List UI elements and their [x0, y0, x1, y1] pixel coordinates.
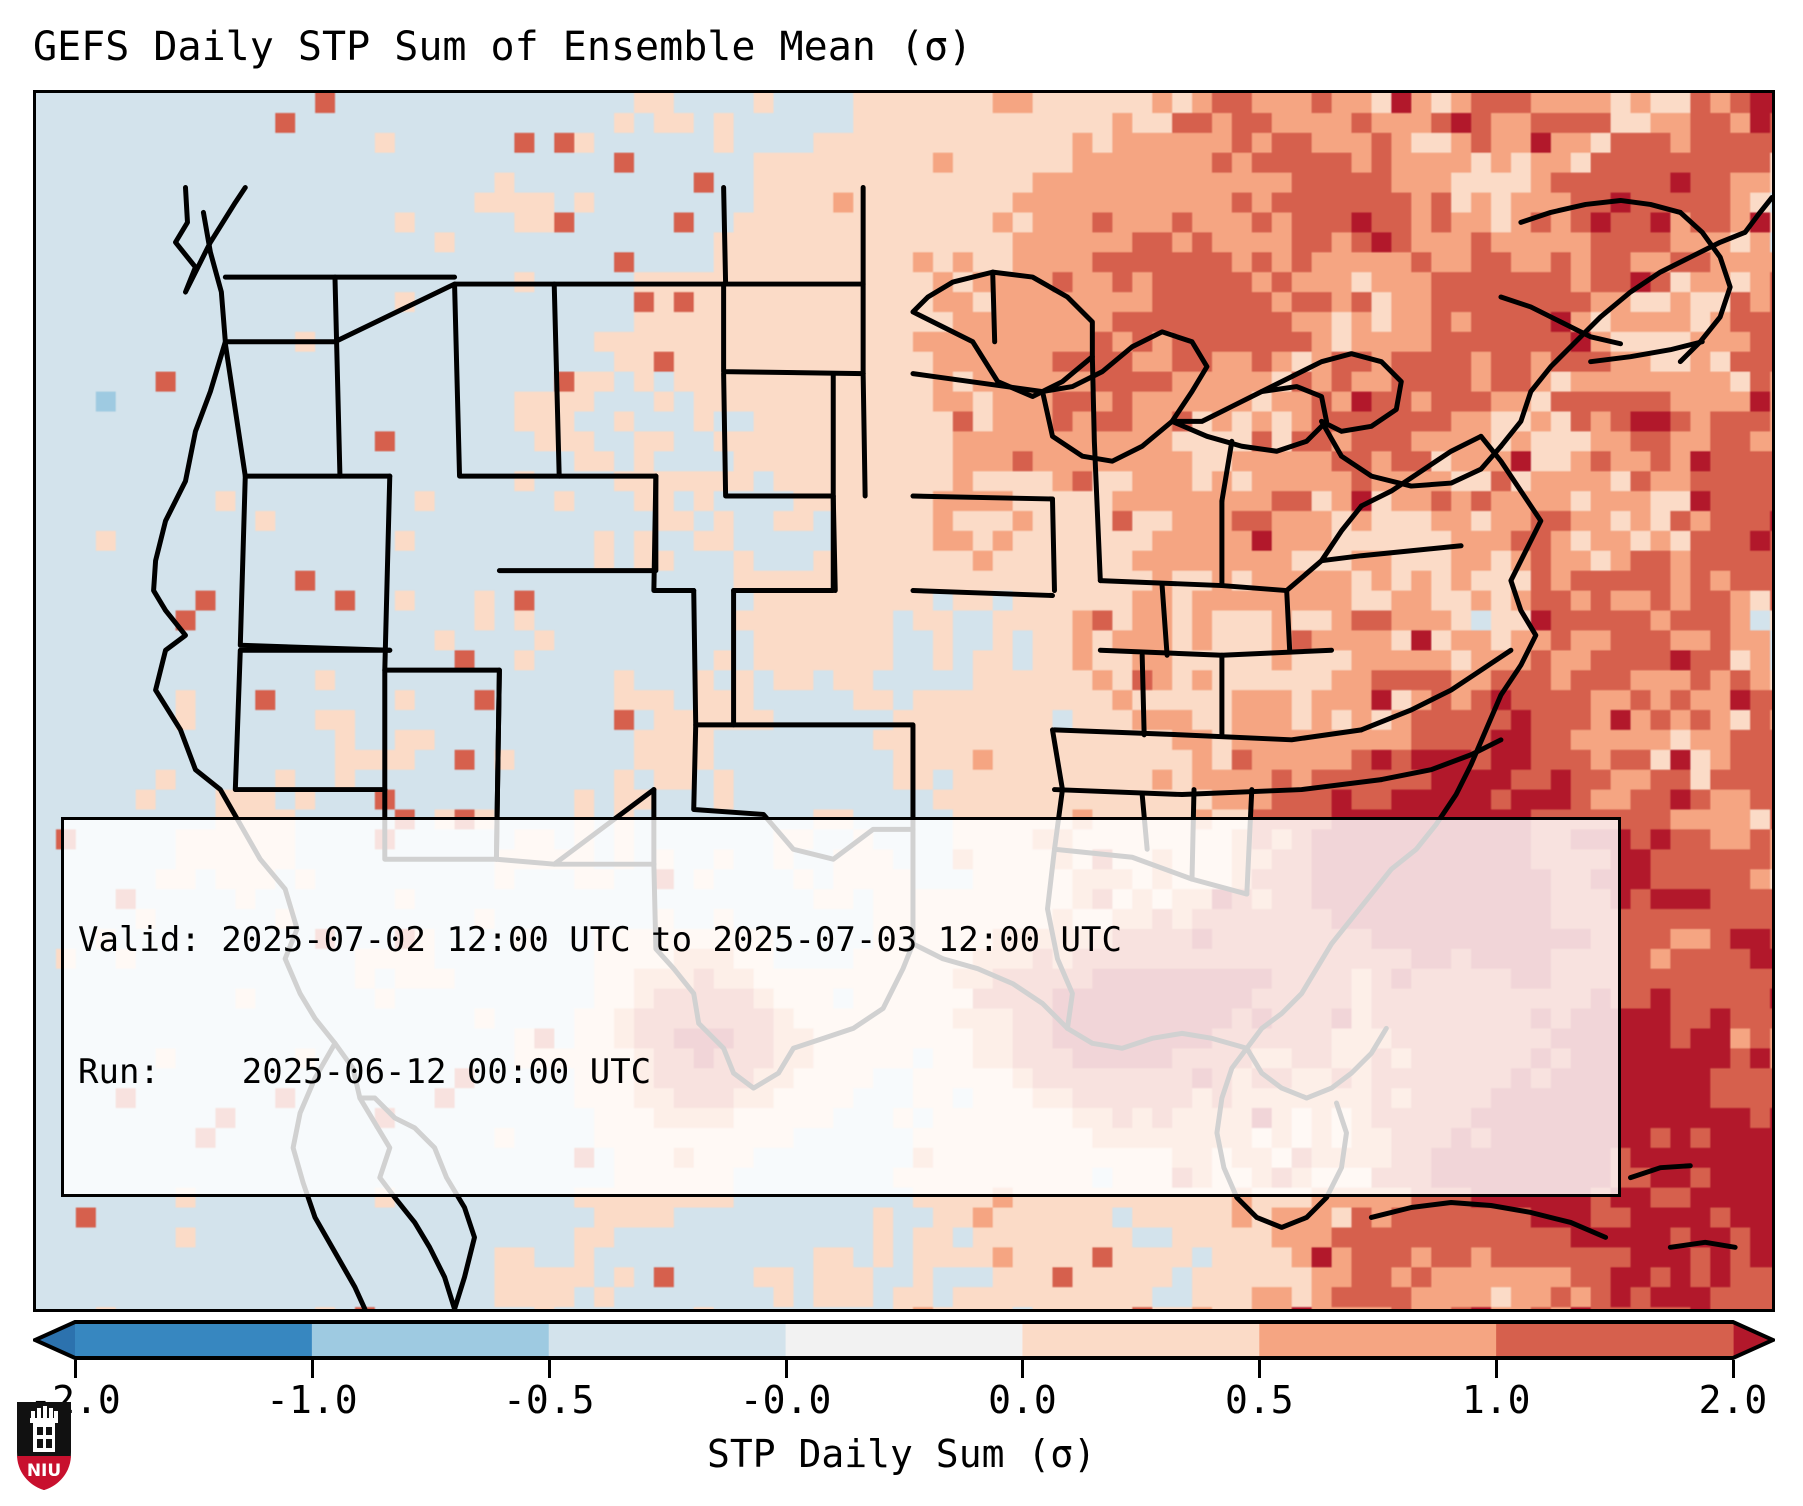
- svg-text:NIU: NIU: [27, 1461, 61, 1481]
- colorbar-tick-label: 0.0: [988, 1378, 1057, 1422]
- colorbar-tick: [547, 1360, 551, 1378]
- colorbar-tick: [74, 1360, 77, 1378]
- colorbar-tick-label: -0.0: [739, 1378, 832, 1422]
- valid-line: Valid: 2025-07-02 12:00 UTC to 2025-07-0…: [78, 920, 1122, 960]
- colorbar-tick-label: 1.0: [1461, 1378, 1531, 1422]
- geography-overlay: [151, 185, 1772, 1309]
- valid-run-infobox: Valid: 2025-07-02 12:00 UTC to 2025-07-0…: [61, 817, 1621, 1197]
- map-panel: Valid: 2025-07-02 12:00 UTC to 2025-07-0…: [33, 90, 1775, 1312]
- colorbar-tick-labels: -2.0 -1.0 -0.5 -0.0 0.0 0.5 1.0 2.0: [0, 1378, 1803, 1430]
- run-line: Run: 2025-06-12 00:00 UTC: [78, 1052, 652, 1092]
- colorbar-tick: [1021, 1360, 1025, 1378]
- colorbar[interactable]: [33, 1318, 1775, 1364]
- colorbar-tick: [1258, 1360, 1262, 1378]
- colorbar-tick-label: -1.0: [266, 1378, 358, 1422]
- colorbar-tick: [1495, 1360, 1499, 1378]
- colorbar-title: STP Daily Sum (σ): [707, 1432, 1096, 1476]
- colorbar-ticks: [33, 1360, 1775, 1380]
- colorbar-tick-label: 2.0: [1698, 1378, 1768, 1422]
- colorbar-tick: [784, 1360, 788, 1378]
- niu-logo: NIU: [17, 1402, 71, 1490]
- colorbar-tick-label: 0.5: [1224, 1378, 1294, 1422]
- colorbar-tick: [1732, 1360, 1735, 1378]
- colorbar-svg: [33, 1320, 1775, 1360]
- colorbar-tick: [310, 1360, 314, 1378]
- page-title: GEFS Daily STP Sum of Ensemble Mean (σ): [33, 24, 973, 70]
- colorbar-tick-label: -0.5: [502, 1378, 595, 1422]
